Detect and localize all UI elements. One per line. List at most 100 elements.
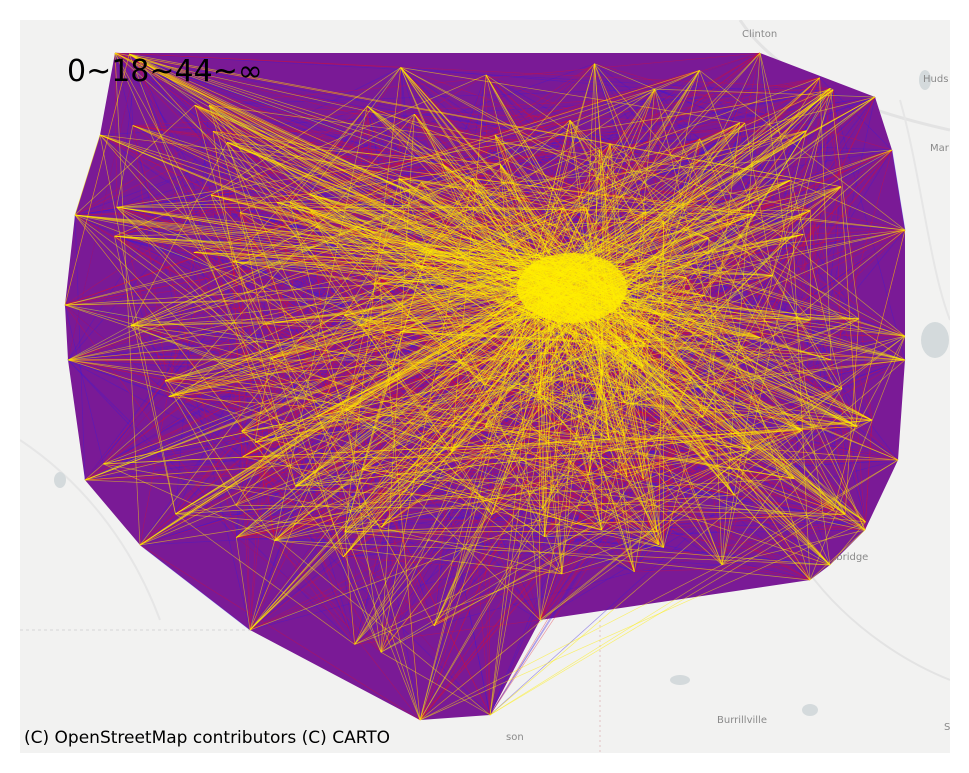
flow-line (241, 122, 740, 432)
flow-line (235, 431, 242, 538)
flow-line (236, 393, 539, 538)
flow-line (433, 449, 752, 627)
flow-line (210, 194, 545, 537)
flow-line (654, 88, 807, 132)
flow-line (116, 67, 401, 208)
flow-line (588, 474, 835, 510)
flow-line (803, 234, 831, 566)
flow-line (612, 88, 831, 297)
flow-line (419, 284, 536, 721)
flow-line (612, 122, 740, 294)
flow-line (602, 233, 804, 276)
flow-line (609, 143, 659, 545)
flow-line (208, 105, 312, 212)
flow-line (802, 234, 831, 566)
flow-line (309, 193, 626, 403)
flow-line (398, 178, 804, 235)
flow-line (241, 114, 415, 432)
flow-line (164, 266, 541, 382)
flow-line (249, 274, 529, 631)
flow-line (114, 236, 176, 514)
flow-line (380, 430, 803, 653)
flow-line (413, 263, 493, 515)
flow-line (164, 67, 401, 382)
flow-line (236, 271, 587, 538)
flow-line (74, 105, 368, 216)
flow-line (114, 70, 700, 237)
flow-line (164, 87, 831, 382)
flow-line (194, 104, 473, 179)
flow-line (249, 430, 803, 631)
flow-line (359, 274, 545, 327)
flow-line (116, 125, 134, 208)
flow-line (624, 435, 846, 515)
flow-line (539, 392, 563, 574)
flow-line (289, 105, 368, 203)
flow-line (624, 359, 832, 437)
flow-line (116, 88, 655, 208)
flow-line (485, 74, 583, 263)
flow-line (114, 113, 415, 237)
flow-line (344, 315, 421, 721)
flow-line (569, 120, 679, 337)
flow-line (358, 325, 486, 427)
flow-line (451, 449, 589, 476)
flow-line (67, 359, 658, 532)
flow-line (569, 119, 906, 361)
flow-line (546, 309, 858, 427)
flow-line (295, 297, 549, 487)
flow-line (114, 193, 310, 237)
flow-line (99, 134, 692, 382)
flow-line (561, 521, 866, 575)
flow-line (421, 181, 587, 209)
flow-line (114, 235, 602, 530)
flow-line (533, 311, 544, 509)
flow-line (626, 476, 658, 532)
flow-line (810, 77, 820, 320)
flow-line (603, 270, 723, 565)
flow-line (419, 88, 656, 721)
flow-line (74, 214, 548, 263)
flow-line (289, 201, 552, 314)
flow-line (606, 260, 873, 421)
flow-hotspot (517, 253, 627, 323)
flow-line (699, 138, 866, 531)
flow-line (535, 296, 866, 523)
flow-line (235, 478, 644, 506)
flow-line (130, 325, 659, 545)
flow-line (380, 186, 842, 528)
flow-line (210, 194, 492, 515)
flow-line (562, 208, 625, 437)
flow-line (276, 202, 344, 557)
flow-line (114, 52, 558, 262)
flow-line (130, 325, 344, 558)
flow-line (84, 384, 485, 481)
flow-line (139, 318, 860, 546)
flow-line (254, 315, 345, 443)
flow-line (114, 52, 141, 546)
flow-line (67, 194, 212, 361)
map-canvas[interactable]: Clinton Huds Mar Uxbridge Burrillville s… (20, 20, 950, 753)
flow-line (74, 134, 101, 216)
flow-line (241, 431, 382, 653)
flow-line (295, 309, 605, 487)
flow-line (569, 119, 600, 150)
flow-line (343, 521, 866, 558)
flow-line (350, 510, 658, 532)
flow-line (594, 63, 761, 338)
flow-line (801, 430, 846, 515)
flow-line (263, 143, 611, 325)
flow-line (594, 297, 610, 440)
flow-line (760, 337, 832, 361)
flow-line (840, 186, 858, 427)
flow-line (645, 234, 804, 345)
flow-line (344, 315, 563, 575)
flow-line (542, 275, 773, 509)
flow-line (84, 426, 486, 481)
flow-line (601, 529, 811, 581)
flow-line (164, 380, 543, 509)
flow-line (241, 119, 571, 432)
flow-line (573, 89, 834, 287)
flow-line (175, 513, 355, 645)
flow-line (601, 455, 710, 530)
